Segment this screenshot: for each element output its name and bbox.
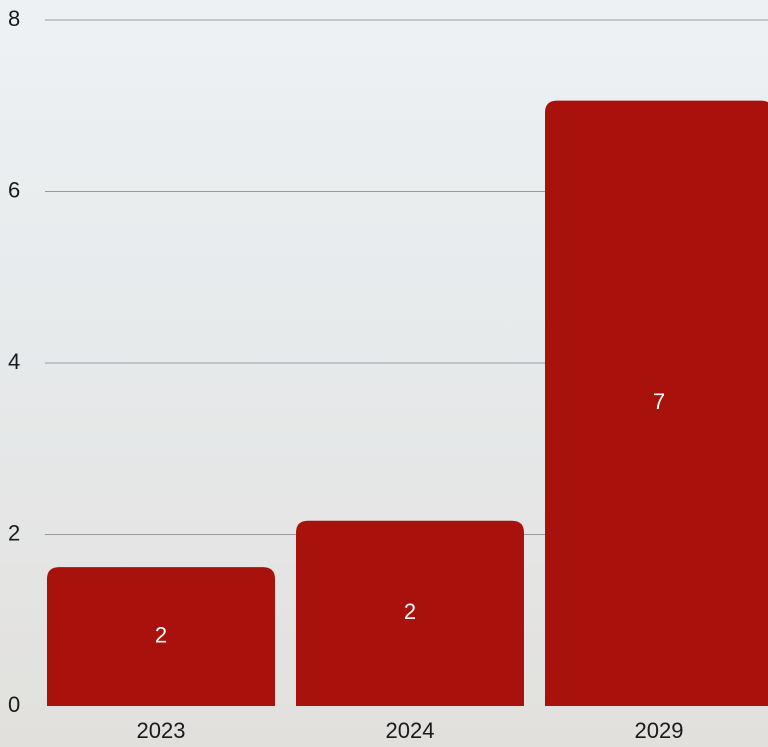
y-tick-label: 2 bbox=[8, 520, 20, 545]
y-tick-label: 8 bbox=[8, 6, 20, 31]
y-tick-label: 6 bbox=[8, 177, 20, 202]
x-tick-label: 2023 bbox=[137, 718, 186, 743]
value-label: 7 bbox=[653, 389, 665, 414]
x-tick-label: 2024 bbox=[386, 718, 435, 743]
x-tick-label: 2029 bbox=[635, 718, 684, 743]
value-label: 2 bbox=[404, 599, 416, 624]
bar bbox=[545, 100, 768, 706]
y-tick-label: 4 bbox=[8, 349, 20, 374]
value-label: 2 bbox=[155, 622, 167, 647]
bar bbox=[47, 567, 275, 706]
y-tick-label: 0 bbox=[8, 692, 20, 717]
bar bbox=[296, 520, 524, 706]
